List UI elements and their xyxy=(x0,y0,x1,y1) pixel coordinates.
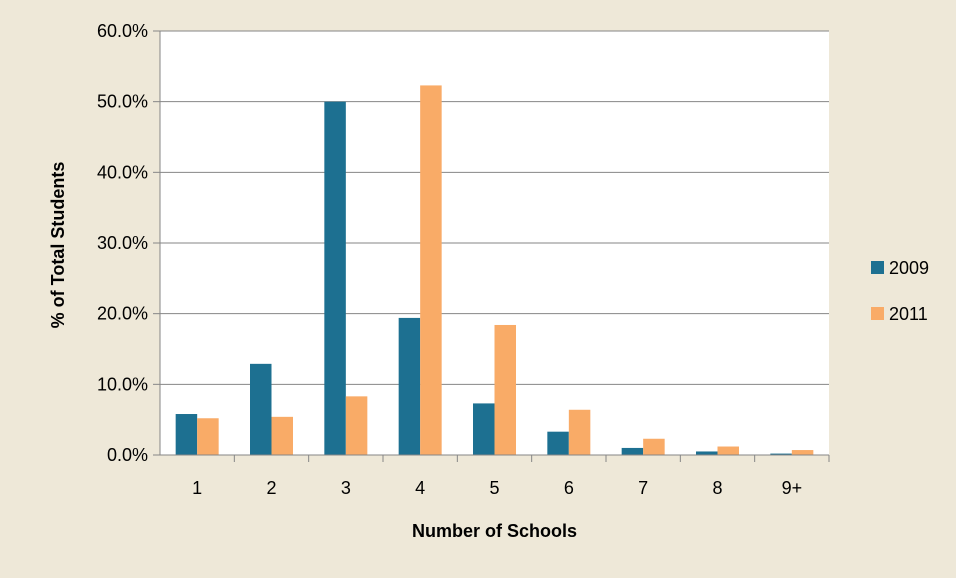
y-axis-title: % of Total Students xyxy=(48,162,68,329)
bar-2011-5 xyxy=(494,324,516,455)
legend-swatch-2011 xyxy=(871,307,884,320)
bar-2009-8 xyxy=(696,451,718,455)
bar-2011-4 xyxy=(420,85,442,455)
y-tick-label: 10.0% xyxy=(97,374,148,394)
x-tick-label: 9+ xyxy=(782,478,803,498)
bar-2011-8 xyxy=(717,446,739,455)
bar-2009-6 xyxy=(547,431,569,455)
x-tick-label: 2 xyxy=(266,478,276,498)
x-tick-label: 3 xyxy=(341,478,351,498)
bar-2009-9+ xyxy=(770,453,792,455)
bar-2011-6 xyxy=(568,409,591,455)
legend-label-2011: 2011 xyxy=(889,304,928,324)
x-tick-label: 5 xyxy=(489,478,499,498)
bar-2011-9+ xyxy=(791,450,814,455)
bar-2011-1 xyxy=(197,418,219,455)
bar-2009-2 xyxy=(250,363,272,455)
y-tick-label: 60.0% xyxy=(97,21,148,41)
y-tick-label: 40.0% xyxy=(97,162,148,182)
bar-2009-7 xyxy=(621,447,644,455)
legend-label-2009: 2009 xyxy=(889,258,929,278)
y-tick-label: 50.0% xyxy=(97,92,148,112)
bar-2011-7 xyxy=(643,438,665,455)
bar-2011-2 xyxy=(271,416,293,455)
legend-swatch-2009 xyxy=(871,261,884,274)
bar-2009-5 xyxy=(473,403,495,455)
x-tick-label: 7 xyxy=(638,478,648,498)
bars xyxy=(175,85,814,456)
bar-2009-1 xyxy=(175,414,198,455)
axes xyxy=(153,30,830,462)
y-tick-label: 0.0% xyxy=(107,445,148,465)
x-tick-label: 6 xyxy=(564,478,574,498)
x-tick-label: 4 xyxy=(415,478,425,498)
x-tick-label: 1 xyxy=(192,478,202,498)
x-tick-label: 8 xyxy=(712,478,722,498)
bar-2009-4 xyxy=(398,317,421,455)
bar-2009-3 xyxy=(324,101,346,456)
legend: 2009 2011 xyxy=(871,258,929,324)
tick-labels: 0.0% 10.0% 20.0% 30.0% 40.0% 50.0% 60.0% 1 2 3 4 5 6… xyxy=(97,21,802,498)
y-tick-label: 20.0% xyxy=(97,304,148,324)
y-tick-label: 30.0% xyxy=(97,233,148,253)
x-axis-title: Number of Schools xyxy=(412,521,577,541)
bar-2011-3 xyxy=(345,396,368,455)
